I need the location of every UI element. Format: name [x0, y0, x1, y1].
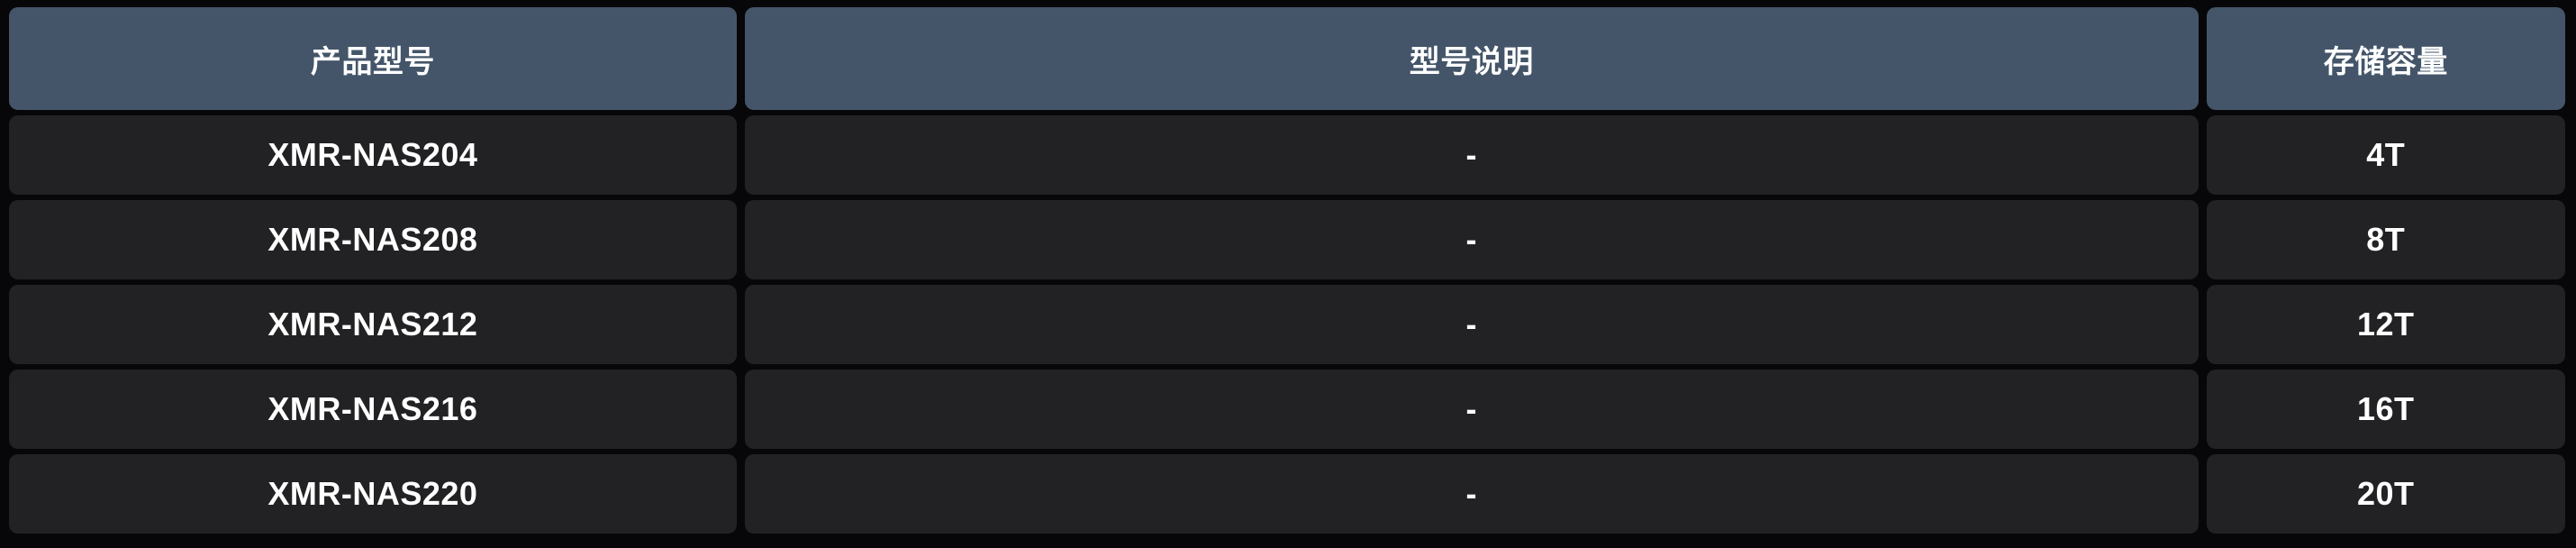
description-cell: - [744, 370, 2199, 449]
capacity-cell: 16T [2206, 370, 2565, 449]
model-cell: XMR-NAS204 [9, 115, 737, 195]
model-cell: XMR-NAS212 [9, 285, 737, 364]
column-header-storage-capacity: 存储容量 [2206, 7, 2565, 110]
capacity-cell: 12T [2206, 285, 2565, 364]
product-spec-table: 产品型号 型号说明 存储容量 XMR-NAS204 - 4T XMR-NAS20… [9, 7, 2565, 534]
column-header-model-description: 型号说明 [744, 7, 2199, 110]
model-cell: XMR-NAS208 [9, 200, 737, 279]
description-cell: - [744, 454, 2199, 534]
description-cell: - [744, 285, 2199, 364]
description-cell: - [744, 115, 2199, 195]
model-cell: XMR-NAS216 [9, 370, 737, 449]
model-cell: XMR-NAS220 [9, 454, 737, 534]
capacity-cell: 4T [2206, 115, 2565, 195]
capacity-cell: 20T [2206, 454, 2565, 534]
capacity-cell: 8T [2206, 200, 2565, 279]
column-header-product-model: 产品型号 [9, 7, 737, 110]
description-cell: - [744, 200, 2199, 279]
